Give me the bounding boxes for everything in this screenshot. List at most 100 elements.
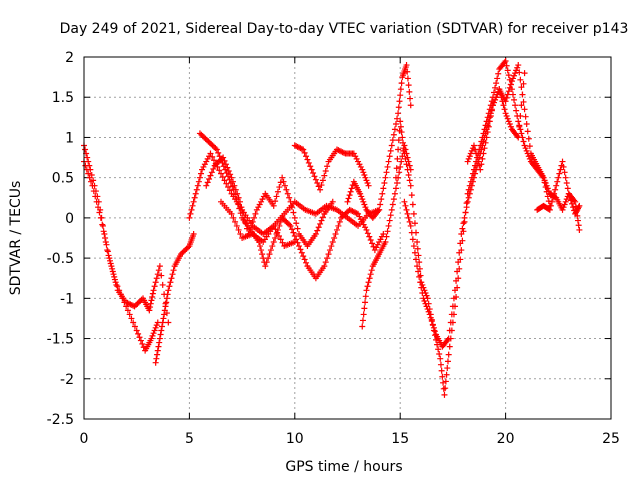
data-point: [517, 76, 524, 83]
data-series: [81, 142, 161, 354]
data-point: [364, 230, 371, 237]
data-point: [447, 319, 454, 326]
data-point: [287, 222, 294, 229]
data-point: [189, 202, 196, 209]
data-point: [488, 107, 495, 114]
y-tick-label: 1.5: [52, 90, 74, 106]
y-axis-label: SDTVAR / TECUs: [8, 181, 24, 296]
data-point: [365, 182, 372, 189]
data-point: [204, 179, 211, 186]
data-point: [516, 123, 523, 130]
data-point: [294, 225, 301, 232]
data-point: [244, 225, 251, 232]
data-series: [218, 198, 298, 250]
data-point: [395, 146, 402, 153]
data-point: [257, 243, 264, 250]
data-point: [502, 110, 509, 117]
data-point: [394, 180, 401, 187]
data-point: [370, 243, 377, 250]
data-point: [377, 201, 384, 208]
data-point: [393, 165, 400, 172]
data-point: [525, 135, 532, 142]
data-point: [317, 220, 324, 227]
data-point: [155, 267, 162, 274]
data-point: [546, 206, 553, 213]
data-point: [407, 222, 414, 229]
data-point: [569, 200, 576, 207]
data-point: [526, 143, 533, 150]
data-point: [108, 263, 115, 270]
data-point: [385, 158, 392, 165]
data-point: [210, 165, 217, 172]
data-point: [495, 70, 502, 77]
data-point: [109, 265, 116, 272]
data-point: [423, 303, 430, 310]
data-point: [124, 307, 131, 314]
data-point: [484, 122, 491, 129]
data-series: [81, 158, 172, 326]
data-point: [287, 198, 294, 205]
data-point: [97, 214, 104, 221]
data-point: [436, 350, 443, 357]
data-point: [428, 318, 435, 325]
data-point: [273, 193, 280, 200]
data-point: [494, 91, 501, 98]
data-point: [513, 67, 520, 74]
data-point: [93, 198, 100, 205]
data-point: [392, 121, 399, 128]
data-point: [225, 184, 232, 191]
data-point: [222, 161, 229, 168]
data-point: [460, 220, 467, 227]
data-point: [303, 153, 310, 160]
data-point: [290, 209, 297, 216]
data-point: [155, 343, 162, 350]
data-point: [276, 222, 283, 229]
data-point: [303, 259, 310, 266]
data-point: [504, 91, 511, 98]
data-point: [478, 146, 485, 153]
data-point: [266, 251, 273, 258]
data-point: [424, 306, 431, 313]
data-point: [382, 239, 389, 246]
data-point: [380, 185, 387, 192]
data-point: [277, 236, 284, 243]
data-point: [105, 252, 112, 259]
data-point: [420, 295, 427, 302]
data-point: [561, 201, 568, 208]
data-point: [520, 80, 527, 87]
data-point: [84, 154, 91, 161]
data-point: [148, 297, 155, 304]
data-point: [310, 169, 317, 176]
data-point: [574, 217, 581, 224]
data-point: [408, 192, 415, 199]
data-point: [503, 112, 510, 119]
data-point: [464, 198, 471, 205]
data-point: [562, 198, 569, 205]
data-point: [113, 281, 120, 288]
data-point: [107, 260, 114, 267]
data-point: [315, 183, 322, 190]
data-point: [392, 174, 399, 181]
data-point: [159, 319, 166, 326]
data-point: [446, 327, 453, 334]
data-point: [318, 182, 325, 189]
data-point: [197, 170, 204, 177]
data-point: [492, 96, 499, 103]
data-point: [445, 335, 452, 342]
data-point: [139, 340, 146, 347]
data-point: [152, 324, 159, 331]
data-point: [486, 118, 493, 125]
data-point: [314, 180, 321, 187]
data-point: [483, 134, 490, 141]
data-point: [314, 227, 321, 234]
data-point: [159, 281, 166, 288]
data-point: [514, 133, 521, 140]
data-point: [518, 84, 525, 91]
data-point: [270, 239, 277, 246]
data-point: [232, 218, 239, 225]
data-point: [218, 170, 225, 177]
data-point: [507, 81, 514, 88]
data-point: [109, 268, 116, 275]
data-point: [394, 115, 401, 122]
